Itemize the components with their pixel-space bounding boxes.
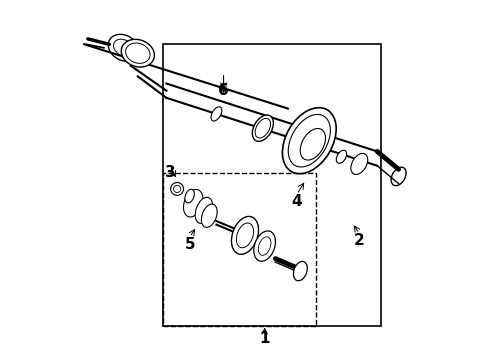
Text: 1: 1 [259,332,270,346]
Ellipse shape [183,189,203,217]
Ellipse shape [231,216,259,254]
Text: 3: 3 [165,165,175,180]
Ellipse shape [195,197,213,224]
Ellipse shape [282,108,336,174]
Circle shape [173,185,181,193]
Ellipse shape [211,107,222,121]
Ellipse shape [294,261,307,281]
Text: 2: 2 [354,233,365,248]
Ellipse shape [108,34,139,61]
Ellipse shape [114,39,134,57]
Ellipse shape [254,231,275,261]
Ellipse shape [351,153,368,175]
Ellipse shape [236,223,254,248]
Ellipse shape [300,129,325,160]
Polygon shape [163,44,381,327]
Circle shape [171,183,184,195]
Ellipse shape [258,237,271,255]
Ellipse shape [125,43,150,63]
Ellipse shape [201,204,217,228]
Ellipse shape [252,115,273,141]
Ellipse shape [391,167,406,186]
Ellipse shape [288,114,330,167]
Ellipse shape [255,118,270,138]
Ellipse shape [336,150,346,163]
Ellipse shape [121,39,154,67]
Text: 5: 5 [184,237,195,252]
Ellipse shape [185,189,195,203]
Text: 4: 4 [292,194,302,209]
Text: 6: 6 [218,83,229,98]
